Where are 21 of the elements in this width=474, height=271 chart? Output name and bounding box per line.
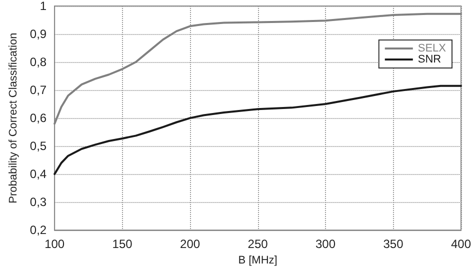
y-tick-label: 0,4 bbox=[30, 167, 47, 182]
y-tick-label: 0,7 bbox=[30, 83, 47, 98]
x-tick-label: 150 bbox=[112, 237, 133, 252]
y-tick-label: 0,2 bbox=[30, 223, 47, 238]
y-tick-label: 0,5 bbox=[30, 139, 47, 154]
y-tick-label: 0,9 bbox=[30, 27, 47, 42]
x-axis-title: B [MHz] bbox=[238, 254, 278, 266]
y-tick-label: 0,3 bbox=[30, 195, 47, 210]
legend-label: SELX bbox=[418, 42, 447, 54]
x-tick-label: 350 bbox=[383, 237, 404, 252]
legend-label: SNR bbox=[418, 54, 442, 66]
x-tick-label: 300 bbox=[316, 237, 336, 252]
y-tick-label: 0,6 bbox=[30, 111, 47, 126]
x-tick-label: 250 bbox=[248, 237, 268, 252]
x-tick-label: 100 bbox=[44, 237, 65, 252]
x-tick-label: 200 bbox=[180, 237, 200, 252]
y-axis-title: Probability of Correct Classification bbox=[8, 32, 20, 204]
y-tick-label: 1 bbox=[40, 0, 47, 13]
line-series bbox=[54, 84, 462, 176]
y-tick-label: 0,8 bbox=[30, 55, 47, 70]
x-tick-label: 400 bbox=[450, 237, 472, 252]
